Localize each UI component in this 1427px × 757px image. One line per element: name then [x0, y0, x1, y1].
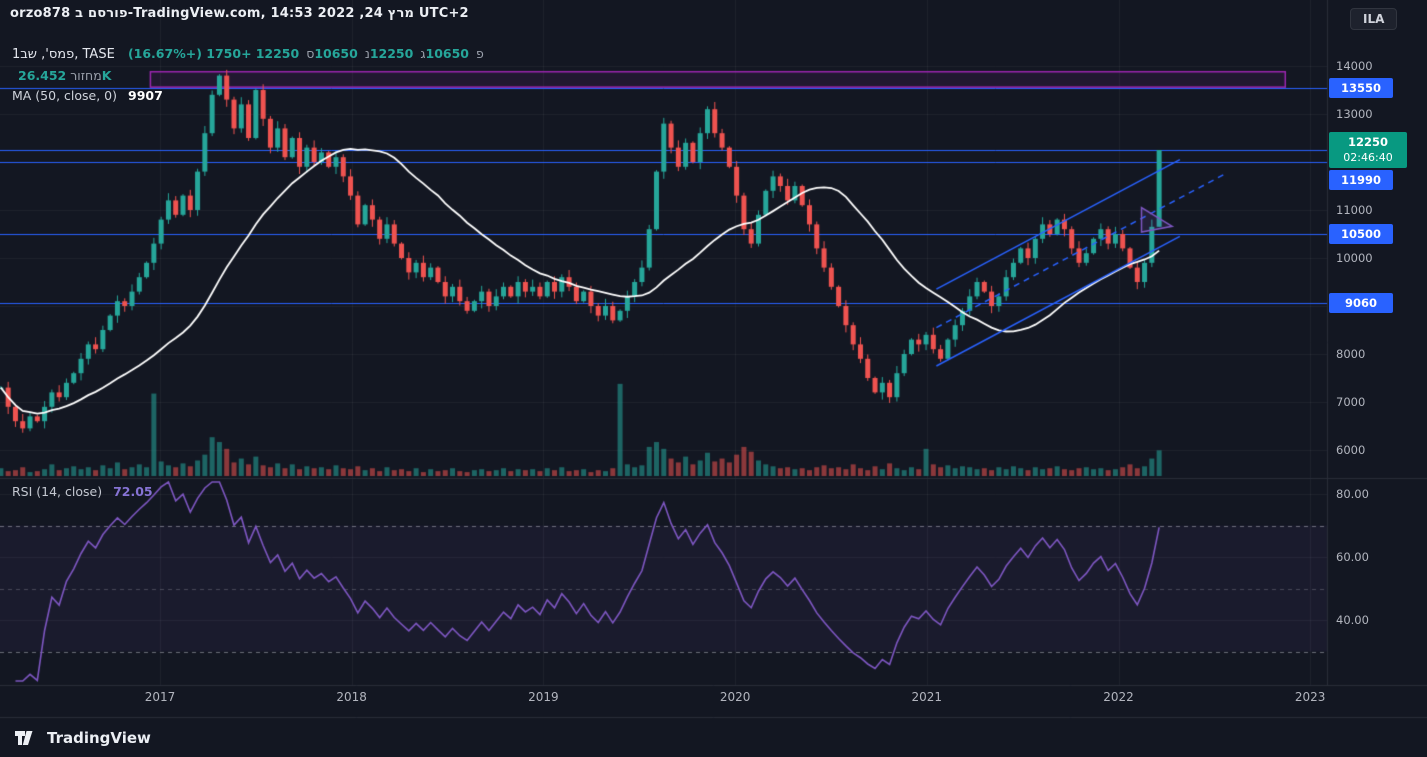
ohlc-label: ס [306, 46, 315, 61]
price-axis[interactable]: ILA 140001300011000100009000800070006000… [1328, 0, 1427, 757]
ohlc-value: 12250 [369, 46, 414, 61]
rsi-indicator-legend[interactable]: RSI (14, close) 72.05 [12, 484, 153, 499]
ohlc-value: 12250 [255, 46, 300, 61]
price-level-badge: 9060 [1329, 293, 1393, 314]
badge-price: 12250 [1347, 135, 1388, 149]
year-label: 2023 [1294, 690, 1326, 704]
badge-price: 10500 [1340, 227, 1381, 241]
price-tick-label: 10000 [1336, 251, 1373, 265]
publisher-line: orzo878 פורסם ב-TradingView.com, מרץ 24,… [10, 6, 469, 21]
volume-legend[interactable]: מחזור 26.452K [12, 68, 111, 83]
ma-label: MA (50, close, 0) [12, 88, 118, 103]
price-tick-label: 13000 [1336, 107, 1373, 121]
year-label: 2019 [528, 690, 559, 704]
price-level-badge: 11990 [1329, 170, 1393, 190]
ohlc-label: ג [420, 46, 426, 61]
badge-price: 9060 [1344, 296, 1377, 311]
tradingview-brand[interactable]: TradingView [47, 728, 151, 747]
price-level-badge: 10500 [1329, 224, 1393, 244]
price-tick-label: 6000 [1336, 443, 1366, 457]
last-price-badge: 12250 02:46:40 [1329, 132, 1407, 168]
bottom-toolbar: TradingView [0, 718, 1427, 757]
price-tick-label: 7000 [1336, 395, 1366, 409]
year-label: 2017 [144, 690, 176, 704]
ma-indicator-legend[interactable]: MA (50, close, 0) 9907 [12, 88, 163, 103]
tradingview-logo-icon[interactable] [14, 729, 38, 747]
ohlc-value: 10650 [425, 46, 470, 61]
currency-toggle[interactable]: ILA [1350, 8, 1398, 30]
volume-value: 26.452K [18, 68, 112, 83]
year-label: 2018 [336, 690, 367, 704]
price-tick-label: 14000 [1336, 59, 1373, 73]
badge-price: 11990 [1340, 173, 1381, 187]
ma-value: 9907 [128, 88, 163, 103]
year-label: 2022 [1103, 690, 1134, 704]
price-tick-label: 8000 [1336, 347, 1366, 361]
rsi-tick-label: 80.00 [1336, 487, 1369, 501]
symbol-legend[interactable]: פמס', שב1, TASE פ10650ג12250נ10650ס12250… [12, 46, 484, 62]
ohlc-value: 10650 [314, 46, 358, 61]
ohlc-label: פ [476, 46, 484, 61]
year-label: 2021 [911, 690, 943, 704]
bar-countdown: 02:46:40 [1343, 151, 1393, 164]
volume-label: מחזור [70, 68, 102, 83]
rsi-tick-label: 40.00 [1336, 613, 1369, 627]
change-value: +1750 (+16.67%) [127, 46, 252, 61]
price-level-badge: 13550 [1329, 77, 1393, 98]
rsi-label: RSI (14, close) [12, 484, 103, 499]
rsi-tick-label: 60.00 [1336, 550, 1369, 564]
price-tick-label: 11000 [1336, 203, 1373, 217]
ohlc-values: פ10650ג12250נ10650ס12250 [255, 46, 484, 62]
time-axis[interactable]: 2017 2018 2019 2020 2021 2022 2023 [0, 686, 1327, 714]
symbol-title[interactable]: פמס', שב1, TASE [12, 47, 115, 62]
ohlc-label: נ [364, 46, 370, 61]
year-label: 2020 [719, 690, 751, 704]
rsi-value: 72.05 [113, 484, 153, 499]
badge-price: 13550 [1340, 80, 1381, 95]
